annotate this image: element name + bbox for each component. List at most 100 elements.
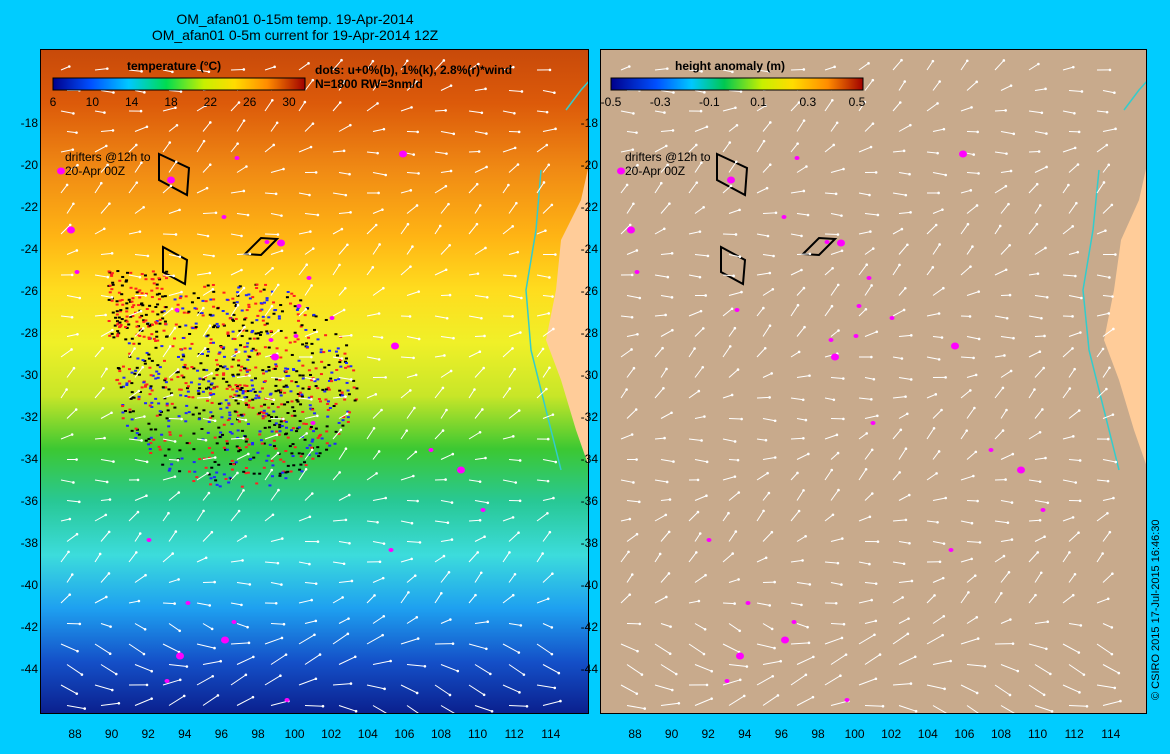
drifter-dot (262, 288, 266, 291)
current-vector (926, 520, 938, 523)
temperature-map-panel[interactable]: temperature (°C) 6 10 14 18 22 26 30 dots: u+0… (40, 49, 589, 714)
current-vector-head (630, 573, 634, 576)
drifter-dot (236, 436, 240, 439)
current-vector-head (211, 674, 215, 678)
copyright-notice: © CSIRO 2015 17-Jul-2015 16:46:30 (1150, 519, 1162, 700)
drifter-dot (269, 392, 273, 395)
drifter-dot (296, 338, 300, 341)
current-vector-head (1108, 366, 1111, 370)
current-vector (626, 295, 640, 299)
current-vector (722, 394, 733, 399)
current-vector (406, 541, 421, 543)
drifter-dot (107, 320, 111, 323)
drifter-dot (268, 420, 272, 423)
drifter-dot (157, 292, 161, 295)
current-vector (264, 305, 273, 317)
drifter-dot (265, 412, 269, 415)
current-vector (406, 205, 418, 214)
current-vector-head (640, 673, 644, 676)
longitude-tick-label: 88 (628, 727, 642, 741)
current-vector-head (733, 326, 737, 330)
current-vector (926, 356, 940, 360)
longitude-tick-label: 114 (541, 727, 561, 741)
current-vector-head (185, 665, 189, 668)
current-vector (542, 573, 553, 583)
current-vector-head (1003, 354, 1006, 357)
current-vector (468, 594, 476, 604)
current-vector-head (706, 254, 710, 258)
current-vector (790, 559, 803, 563)
drifter-dot (135, 291, 139, 294)
current-vector (196, 396, 210, 399)
drifter-dot (254, 397, 258, 400)
current-vector (434, 387, 444, 399)
current-vector (366, 224, 377, 235)
current-vector (966, 541, 981, 543)
drifter-dot (187, 411, 191, 414)
drifter-dot (112, 336, 116, 339)
drifter-dot (182, 311, 186, 314)
drifter-dot (142, 319, 146, 322)
drifter-dot (240, 365, 244, 368)
current-vector (1062, 348, 1073, 358)
drifter-dot (251, 441, 255, 444)
drifter-dot (208, 392, 212, 395)
current-vector-head (871, 247, 875, 250)
current-vector (626, 131, 637, 134)
drifter-dot (217, 352, 221, 355)
current-vector-head (670, 411, 673, 415)
current-vector (1028, 389, 1035, 399)
current-vector-head (669, 625, 672, 628)
current-vector-head (67, 550, 70, 554)
drifter-dot (183, 347, 187, 350)
current-vector (932, 172, 946, 176)
current-vector-head (107, 572, 111, 575)
drifter-dot (163, 295, 167, 298)
current-vector-head (142, 652, 146, 656)
current-vector-head (665, 67, 669, 70)
current-vector-head (628, 593, 632, 596)
drifter-dot (209, 416, 213, 419)
drifter-dot (128, 300, 132, 303)
current-vector-head (237, 350, 241, 354)
drifter-dot (256, 314, 260, 317)
drifter-dot (110, 332, 114, 335)
drifter-dot (180, 374, 184, 377)
current-vector (1068, 459, 1081, 461)
drifter-dot (238, 384, 242, 387)
current-vector-head (177, 491, 181, 494)
current-vector (304, 449, 313, 460)
height-anomaly-map-panel[interactable]: height anomaly (m) -0.5 -0.3 -0.1 0.1 0.3 0.5… (600, 49, 1147, 714)
drifter-dot (285, 375, 289, 378)
current-vector (892, 228, 903, 235)
current-vector (620, 224, 631, 235)
current-vector (502, 435, 514, 440)
drifter-dot (225, 442, 229, 445)
drifter-dot (246, 390, 250, 393)
current-vector-head (271, 266, 274, 270)
current-vector (660, 702, 679, 706)
drifter-dot (200, 428, 204, 431)
current-vector-head (282, 377, 285, 380)
current-vector-head (343, 80, 347, 83)
drifter-dot (140, 386, 144, 389)
current-vector-head (377, 358, 381, 361)
current-vector-head (173, 475, 177, 478)
current-vector (966, 407, 975, 419)
drifter-dot (263, 426, 267, 429)
drifter-dot (261, 319, 265, 322)
current-vector-head (450, 501, 454, 504)
colorbar-tick-label: 0.5 (849, 95, 866, 109)
current-vector (372, 660, 391, 665)
drifter-marker (870, 421, 876, 425)
current-vector (694, 366, 704, 378)
current-vector (332, 150, 345, 153)
drifter-dot (238, 285, 242, 288)
current-vector (542, 623, 553, 628)
current-vector (134, 698, 152, 706)
current-vector-head (796, 142, 799, 145)
current-vector-head (445, 408, 448, 412)
drifter-dot (243, 435, 247, 438)
current-vector (1034, 205, 1041, 214)
current-vector (722, 512, 729, 522)
